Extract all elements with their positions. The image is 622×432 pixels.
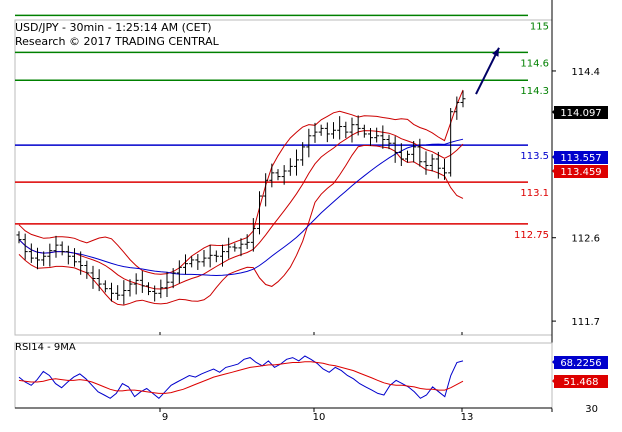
level-label-4: 113.1 xyxy=(520,188,549,199)
level-label-5: 112.75 xyxy=(514,230,549,241)
price-box-pointer-2 xyxy=(552,167,556,175)
moving-average-line xyxy=(18,138,464,277)
chart-header-line2: Research © 2017 TRADING CENTRAL xyxy=(15,35,220,48)
price-box-pointer-1 xyxy=(552,153,556,161)
rsi-panel: 30 68.2256 51.468 xyxy=(14,342,608,415)
price-box-1 xyxy=(554,151,608,164)
chart-header-line1: USD/JPY - 30min - 1:25:14 AM (CET) xyxy=(15,21,212,34)
rsi-title: RSI14 - 9MA xyxy=(15,342,76,353)
rsi-box-0 xyxy=(554,356,608,369)
x-tick-label-1: 10 xyxy=(313,412,326,423)
price-box-2 xyxy=(554,165,608,178)
y-tick-label-1: 112.6 xyxy=(571,234,600,245)
level-label-2: 114.3 xyxy=(520,86,549,97)
forecast-arrow-head xyxy=(492,47,499,57)
rsi-ma-line xyxy=(18,361,464,394)
price-box-label-0: 114.097 xyxy=(560,108,601,119)
rsi-box-label-1: 51.468 xyxy=(564,377,599,388)
price-box-0 xyxy=(554,106,608,119)
rsi-box-label-0: 68.2256 xyxy=(560,358,601,369)
level-label-3: 113.5 xyxy=(520,151,549,162)
x-tick-label-0: 9 xyxy=(162,412,168,423)
rsi-line xyxy=(18,355,464,399)
x-tick-label-2: 13 xyxy=(461,412,474,423)
price-candles xyxy=(16,90,466,305)
forecast-arrow-shaft xyxy=(475,47,500,95)
level-label-1: 114.6 xyxy=(520,58,549,69)
rsi-box-pointer-0 xyxy=(552,358,556,366)
time-axis: 9 10 13 xyxy=(15,332,552,423)
rsi-tick-label-0: 30 xyxy=(585,404,598,415)
price-box-label-1: 113.557 xyxy=(560,153,601,164)
price-axis: 114.4 112.6 111.7 114.097 113.557 113.459 xyxy=(552,67,608,328)
price-box-label-2: 113.459 xyxy=(560,167,601,178)
y-tick-label-0: 114.4 xyxy=(571,67,600,78)
price-box-pointer-0 xyxy=(552,108,556,116)
y-tick-label-2: 111.7 xyxy=(571,317,600,328)
level-label-0: 115 xyxy=(530,21,549,32)
rsi-box-1 xyxy=(554,375,608,388)
rsi-box-pointer-1 xyxy=(552,377,556,385)
